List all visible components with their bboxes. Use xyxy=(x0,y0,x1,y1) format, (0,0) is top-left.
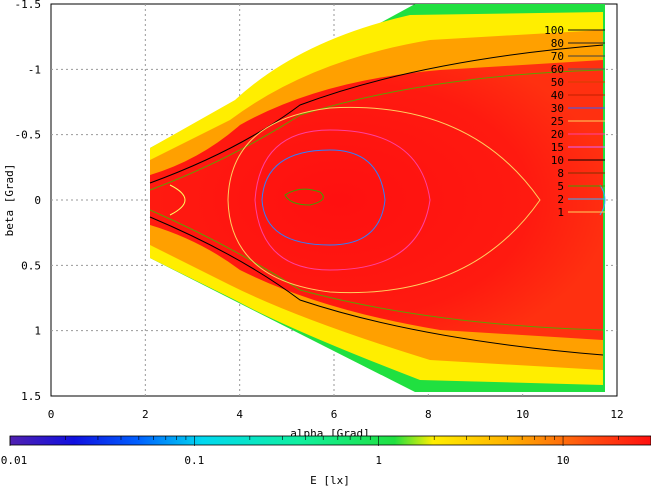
contour-line xyxy=(169,184,186,216)
y-tick-labels: -1.5 -1 -0.5 0 0.5 1 1.5 xyxy=(15,0,42,403)
y-tick-label: 1 xyxy=(34,325,41,338)
y-tick-label: 0 xyxy=(34,194,41,207)
y-tick-label: -0.5 xyxy=(15,129,42,142)
colorbar-tick-label: 0.1 xyxy=(184,454,204,467)
x-tick-label: 2 xyxy=(142,408,149,421)
contour-legend-label: 25 xyxy=(551,115,564,128)
contour-line xyxy=(254,129,431,271)
y-axis-title: beta [Grad] xyxy=(3,164,16,237)
contour-legend-label: 80 xyxy=(551,37,564,50)
contour-legend-label: 8 xyxy=(557,167,564,180)
contour-legend-label: 2 xyxy=(557,193,564,206)
contour-legend-label: 30 xyxy=(551,102,564,115)
contour-line xyxy=(149,44,604,184)
contour-legend-label: 1 xyxy=(557,206,564,219)
contour-legend-label: 10 xyxy=(551,154,564,167)
x-tick-label: 6 xyxy=(331,408,338,421)
contour-line xyxy=(149,216,604,356)
x-tick-label: 4 xyxy=(236,408,243,421)
colorbar-label: E [lx] xyxy=(310,474,350,486)
contour-line xyxy=(284,188,324,206)
colorbar-ticks: 0.01 0.1 1 10 xyxy=(1,436,651,467)
contour-lines xyxy=(149,44,606,356)
contour-legend-label: 50 xyxy=(551,76,564,89)
y-tick-label: -1.5 xyxy=(15,0,42,11)
x-tick-label: 8 xyxy=(425,408,432,421)
y-tick-label: 1.5 xyxy=(21,390,41,403)
contour-line xyxy=(227,106,541,294)
contour-legend-label: 5 xyxy=(557,180,564,193)
contour-legend-label: 100 xyxy=(544,24,564,37)
colorbar-tick-label: 10 xyxy=(556,454,569,467)
contour-legend-label: 70 xyxy=(551,50,564,63)
y-tick-label: -1 xyxy=(28,63,41,76)
x-tick-label: 0 xyxy=(48,408,55,421)
contour-line xyxy=(261,149,386,246)
contour-legend-label: 40 xyxy=(551,89,564,102)
contour-legend-label: 20 xyxy=(551,128,564,141)
x-tick-label: 10 xyxy=(516,408,529,421)
colorbar-tick-label: 0.01 xyxy=(1,454,28,467)
colorbar-tick-label: 1 xyxy=(375,454,382,467)
contour-line xyxy=(149,209,604,331)
x-tick-labels: 0 2 4 6 8 10 12 xyxy=(48,408,624,421)
x-tick-label: 12 xyxy=(610,408,623,421)
y-tick-label: 0.5 xyxy=(21,259,41,272)
contour-legend-label: 60 xyxy=(551,63,564,76)
contour-legend-label: 15 xyxy=(551,141,564,154)
